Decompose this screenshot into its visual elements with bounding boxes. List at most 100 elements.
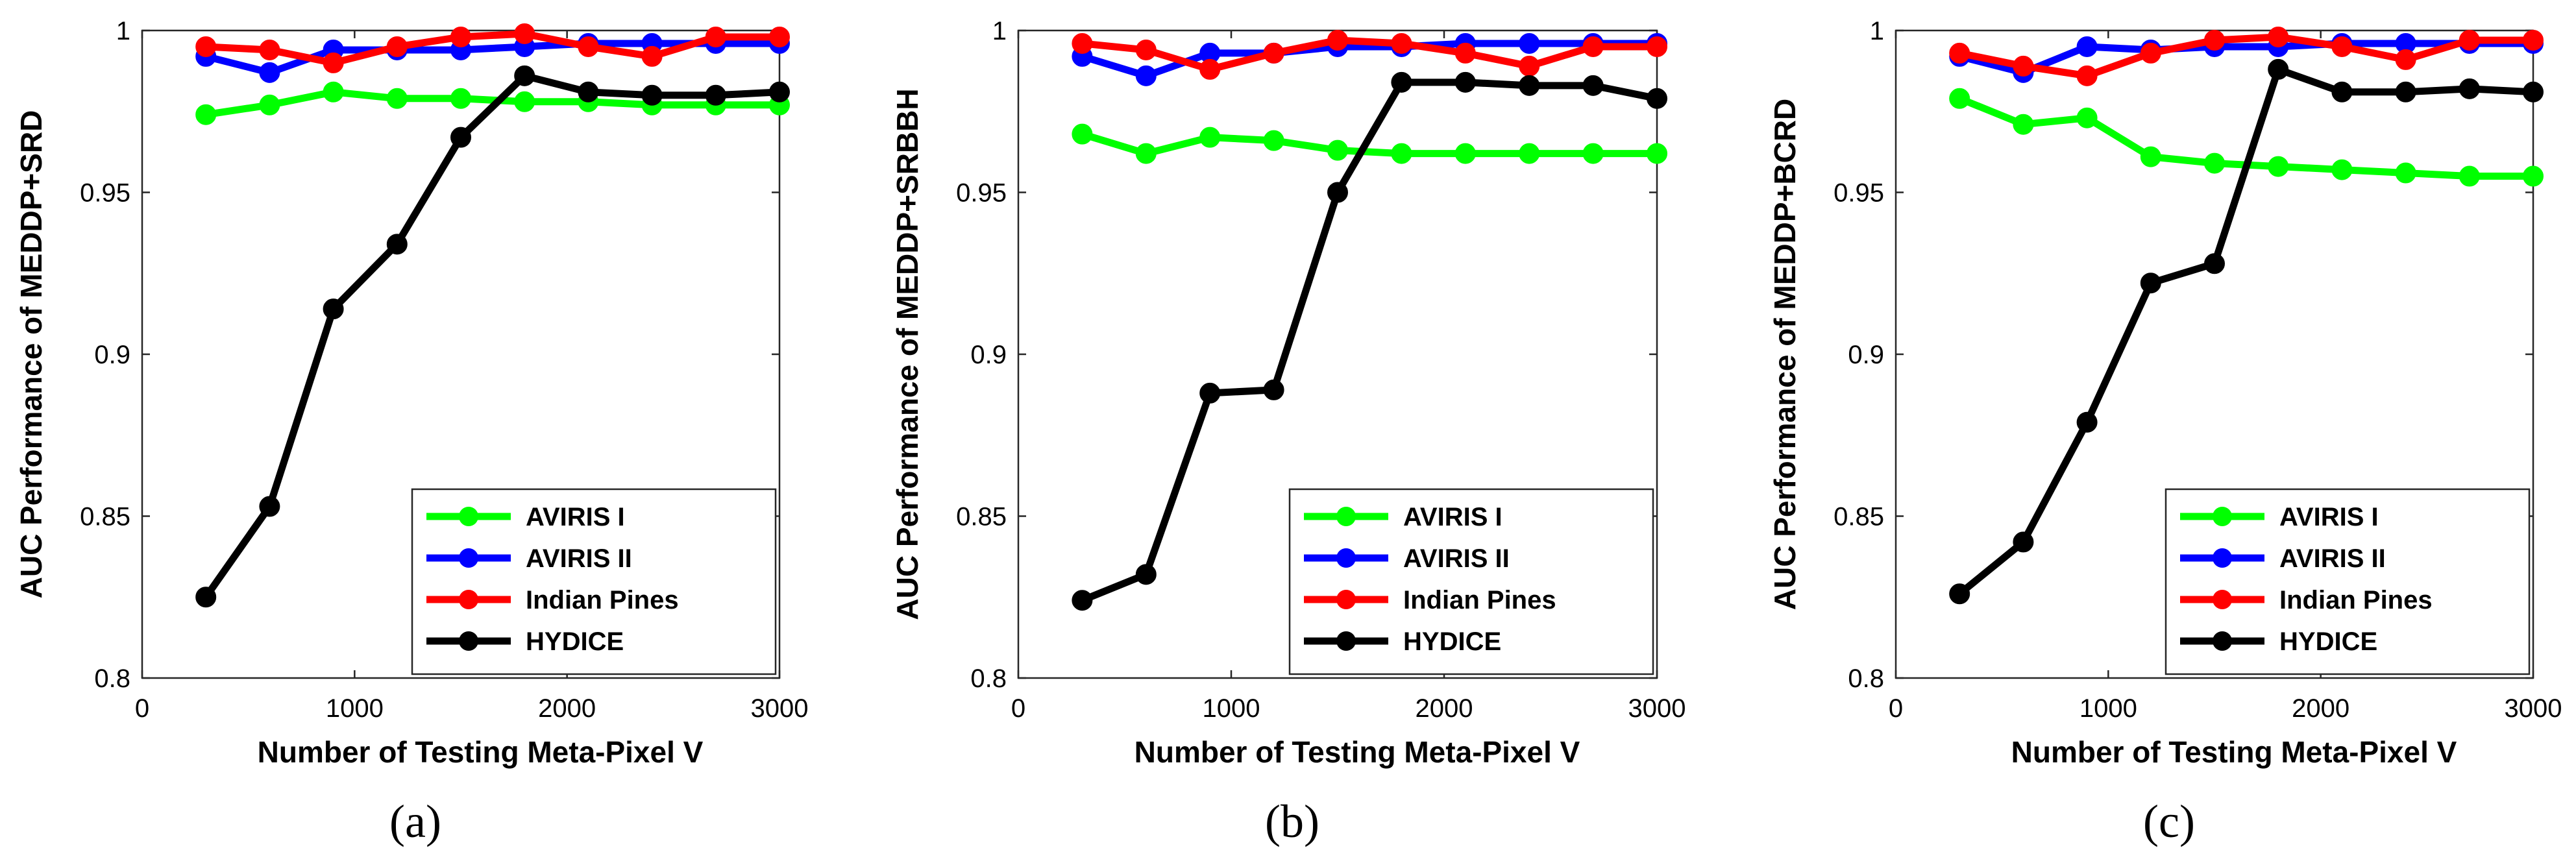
- data-point: [1582, 75, 1604, 96]
- data-point: [2013, 531, 2034, 553]
- y-tick-label: 0.85: [1834, 503, 1884, 531]
- series-line-aviris-i: [1081, 130, 1657, 158]
- data-point: [1582, 36, 1604, 57]
- data-point: [1263, 42, 1284, 64]
- data-point: [641, 45, 663, 67]
- data-point: [2140, 273, 2161, 294]
- y-tick-label: 0.95: [956, 179, 1007, 208]
- legend-label: AVIRIS II: [526, 544, 632, 573]
- data-point: [514, 23, 535, 44]
- y-axis-label: AUC Performance of MEDDP+BCRD: [1768, 99, 1802, 611]
- data-point: [1199, 58, 1221, 80]
- data-point: [2013, 114, 2034, 135]
- data-point: [1135, 65, 1157, 86]
- legend-swatch-marker: [459, 590, 478, 609]
- series-line-hydice: [1081, 79, 1658, 604]
- data-point: [705, 26, 726, 47]
- legend-swatch-marker: [1336, 507, 1356, 526]
- data-point: [2395, 162, 2416, 184]
- series-line-indian-pines: [205, 30, 779, 67]
- data-point: [514, 91, 535, 112]
- data-point: [2331, 81, 2353, 103]
- legend-swatch-marker: [1336, 590, 1356, 609]
- data-point: [769, 26, 790, 47]
- data-point: [1135, 143, 1157, 164]
- legend: AVIRIS I AVIRIS II Indian Pines HYDICE: [2165, 488, 2531, 675]
- data-point: [1454, 42, 1476, 64]
- y-axis-label: AUC Performance of MEDDP+SRBBH: [890, 88, 924, 620]
- data-point: [769, 81, 790, 103]
- data-point: [1391, 32, 1412, 54]
- data-point: [1454, 143, 1476, 164]
- y-tick-label: 0.95: [80, 179, 130, 208]
- data-point: [2076, 107, 2098, 128]
- data-point: [1949, 88, 1970, 109]
- data-point: [1135, 39, 1157, 60]
- data-point: [1072, 123, 1093, 145]
- data-point: [2523, 81, 2544, 103]
- data-point: [2395, 49, 2416, 70]
- data-point: [259, 94, 280, 115]
- panel-label: (b): [1265, 795, 1319, 847]
- data-point: [1582, 143, 1604, 164]
- legend-label: HYDICE: [2279, 627, 2377, 656]
- data-point: [1199, 127, 1221, 148]
- data-point: [450, 88, 471, 109]
- panel-label: (a): [389, 795, 441, 847]
- data-point: [323, 298, 344, 320]
- data-point: [2140, 42, 2161, 64]
- data-point: [450, 26, 471, 47]
- y-tick-label: 1: [992, 17, 1007, 45]
- panel-label: (c): [2143, 795, 2195, 847]
- y-tick-label: 0.8: [970, 664, 1007, 693]
- y-tick-label: 0.8: [1848, 664, 1884, 693]
- series-line-aviris-i: [205, 88, 779, 119]
- series-line-hydice: [202, 72, 780, 600]
- series-line-indian-pines: [1081, 36, 1657, 73]
- y-axis-label: AUC Performance of MEDDP+SRD: [14, 110, 48, 599]
- data-point: [2204, 253, 2225, 274]
- legend-label: HYDICE: [1403, 627, 1501, 656]
- data-point: [2268, 58, 2289, 80]
- data-point: [2204, 29, 2225, 51]
- data-point: [1135, 564, 1157, 585]
- series-line-aviris-ii: [1081, 40, 1657, 80]
- data-point: [1454, 71, 1476, 93]
- legend-swatch-marker: [2213, 507, 2232, 526]
- legend-label: AVIRIS I: [2279, 503, 2379, 531]
- data-point: [1327, 139, 1348, 161]
- legend-swatch-marker: [459, 548, 478, 568]
- data-point: [259, 39, 280, 60]
- data-point: [386, 88, 408, 109]
- legend-swatch-marker: [2213, 590, 2232, 609]
- data-point: [2395, 81, 2416, 103]
- data-point: [2459, 78, 2480, 99]
- chart-panel-2: 0.8 0.85 0.9 0.95 1 0 1000 2000 3000 Number of Te…: [890, 17, 1686, 847]
- data-point: [2331, 36, 2353, 57]
- legend: AVIRIS I AVIRIS II Indian Pines HYDICE: [1288, 488, 1654, 675]
- data-point: [259, 62, 280, 83]
- y-tick-label: 0.95: [1834, 179, 1884, 208]
- data-point: [578, 36, 599, 57]
- data-point: [2076, 65, 2098, 86]
- data-point: [2076, 411, 2098, 433]
- y-tick-label: 0.8: [94, 664, 130, 693]
- y-tick-label: 1: [116, 17, 130, 45]
- legend-swatch-marker: [1336, 631, 1356, 651]
- data-point: [1647, 143, 1667, 164]
- data-point: [195, 587, 217, 608]
- data-point: [2523, 29, 2544, 51]
- x-axis-label: Number of Testing Meta-Pixel V: [258, 735, 704, 769]
- data-point: [1519, 32, 1540, 54]
- legend-label: Indian Pines: [2279, 586, 2433, 614]
- data-point: [2459, 29, 2480, 51]
- data-point: [2331, 159, 2353, 180]
- y-tick-label: 0.85: [956, 503, 1007, 531]
- data-point: [450, 127, 471, 148]
- legend: AVIRIS I AVIRIS II Indian Pines HYDICE: [411, 488, 777, 675]
- series-line-hydice: [1957, 66, 2534, 597]
- legend-label: Indian Pines: [526, 586, 679, 614]
- series-line-aviris-ii: [1958, 40, 2533, 77]
- data-point: [1327, 182, 1348, 203]
- x-tick-label: 0: [1011, 694, 1025, 723]
